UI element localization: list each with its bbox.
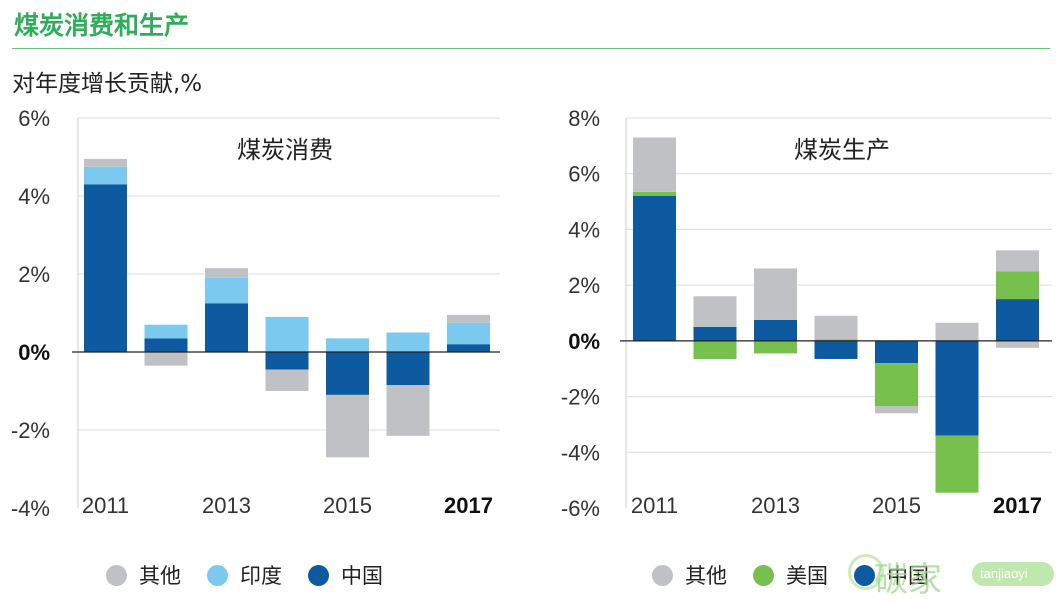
y-tick-label: 0% <box>568 329 600 354</box>
consumption-legend-item: 中国 <box>308 560 383 590</box>
bar-segment <box>144 352 188 366</box>
y-tick-label: 0% <box>18 340 50 365</box>
chart-subtitle: 对年度增长贡献,% <box>12 71 203 97</box>
legend-label: 中国 <box>341 564 383 588</box>
x-tick-label: 2013 <box>202 493 251 518</box>
watermark-logo: 碳家 tanjiaoyi .com <box>846 548 1054 605</box>
bar-segment <box>754 319 797 341</box>
x-tick-label: 2017 <box>993 493 1042 518</box>
y-tick-label: -4% <box>11 496 50 521</box>
y-tick-label: 4% <box>18 184 50 209</box>
y-tick-label: 2% <box>568 273 600 298</box>
bar-segment <box>875 340 918 364</box>
y-tick-label: 6% <box>18 106 50 131</box>
legend-label: 其他 <box>139 564 181 588</box>
legend-swatch <box>106 564 127 586</box>
bar-segment <box>84 166 127 185</box>
bar-segment <box>633 191 676 196</box>
bar-segment <box>996 250 1039 272</box>
bar-segment <box>205 277 248 304</box>
bar-segment <box>814 315 858 340</box>
bar-segment <box>205 268 248 278</box>
title-divider <box>12 48 1050 49</box>
bar-segment <box>693 296 737 327</box>
bar-segment <box>144 338 188 352</box>
bar-segment <box>386 385 430 436</box>
y-tick-label: -2% <box>11 418 50 443</box>
watermark-icon <box>848 554 884 590</box>
watermark-text: 碳家 <box>874 560 942 600</box>
y-tick-label: -6% <box>561 496 600 521</box>
bar-segment <box>447 322 490 345</box>
bar-segment <box>205 303 248 352</box>
legend-label: 其他 <box>685 564 727 588</box>
y-tick-label: -2% <box>561 385 600 410</box>
bar-segment <box>935 340 979 436</box>
bar-segment <box>326 352 369 395</box>
bar-segment <box>633 196 676 341</box>
x-tick-label: 2013 <box>751 493 800 518</box>
bar-segment <box>265 316 309 352</box>
production-legend-item: 其他 <box>652 560 727 590</box>
bar-segment <box>265 352 309 370</box>
watermark-badge: tanjiaoyi .com <box>972 562 1054 605</box>
bar-segment <box>996 299 1039 341</box>
y-tick-label: 2% <box>18 262 50 287</box>
y-tick-label: -4% <box>561 440 600 465</box>
page-title: 煤炭消费和生产 <box>14 11 190 40</box>
bar-segment <box>633 137 676 192</box>
bar-segment <box>84 184 127 352</box>
bar-segment <box>754 268 797 320</box>
bar-segment <box>386 332 430 352</box>
y-tick-label: 4% <box>568 217 600 242</box>
bar-segment <box>693 326 737 341</box>
bar-segment <box>326 338 369 352</box>
bar-segment <box>814 339 858 341</box>
x-tick-label: 2015 <box>872 493 921 518</box>
legend-swatch <box>652 564 673 586</box>
bar-segment <box>996 271 1039 300</box>
y-tick-label: 8% <box>568 106 600 131</box>
panel-title: 煤炭生产 <box>794 136 890 164</box>
bar-segment <box>935 322 979 341</box>
panel-title: 煤炭消费 <box>237 136 333 164</box>
x-tick-label: 2011 <box>82 493 129 518</box>
bar-segment <box>875 406 918 414</box>
production-legend-item: 美国 <box>753 560 828 590</box>
bar-segment <box>693 340 737 359</box>
consumption-legend-item: 印度 <box>207 560 282 590</box>
bar-segment <box>447 314 490 323</box>
bar-segment <box>996 340 1039 348</box>
legend-label: 美国 <box>786 564 828 588</box>
x-tick-label: 2011 <box>631 493 678 518</box>
bar-segment <box>144 324 188 339</box>
y-tick-label: 6% <box>568 162 600 187</box>
legend-swatch <box>207 564 228 586</box>
bar-segment <box>814 340 858 359</box>
bar-segment <box>386 352 430 386</box>
bar-segment <box>265 369 309 391</box>
legend-consumption: 其他 印度 中国 <box>106 560 409 590</box>
legend-label: 中国 <box>887 564 929 588</box>
x-tick-label: 2017 <box>444 493 493 518</box>
x-tick-label: 2015 <box>323 493 372 518</box>
bar-segment <box>447 344 490 352</box>
legend-swatch <box>753 564 774 586</box>
bar-segment <box>326 394 369 458</box>
bar-segment <box>935 435 979 493</box>
legend-label: 印度 <box>240 564 282 588</box>
bar-segment <box>875 363 918 407</box>
bar-segment <box>754 340 797 354</box>
consumption-legend-item: 其他 <box>106 560 181 590</box>
legend-swatch <box>308 564 329 586</box>
bar-segment <box>84 158 127 167</box>
